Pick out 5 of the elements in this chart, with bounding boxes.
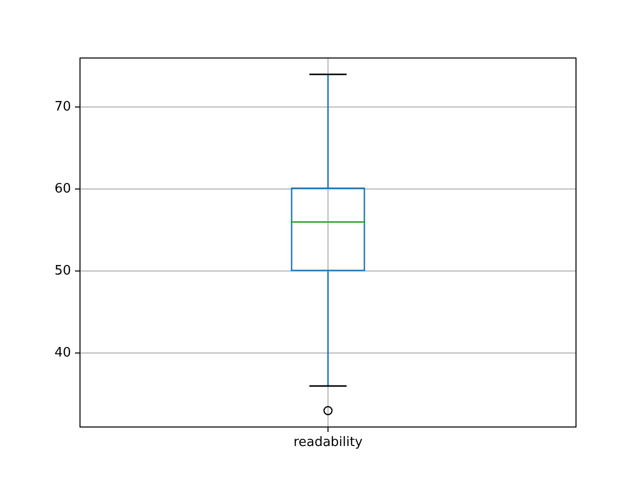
y-tick-label: 50 bbox=[54, 264, 71, 279]
y-tick-label: 60 bbox=[54, 182, 71, 197]
x-tick-label: readability bbox=[293, 435, 363, 450]
y-tick-label: 40 bbox=[54, 346, 71, 361]
y-tick-label: 70 bbox=[54, 100, 71, 115]
